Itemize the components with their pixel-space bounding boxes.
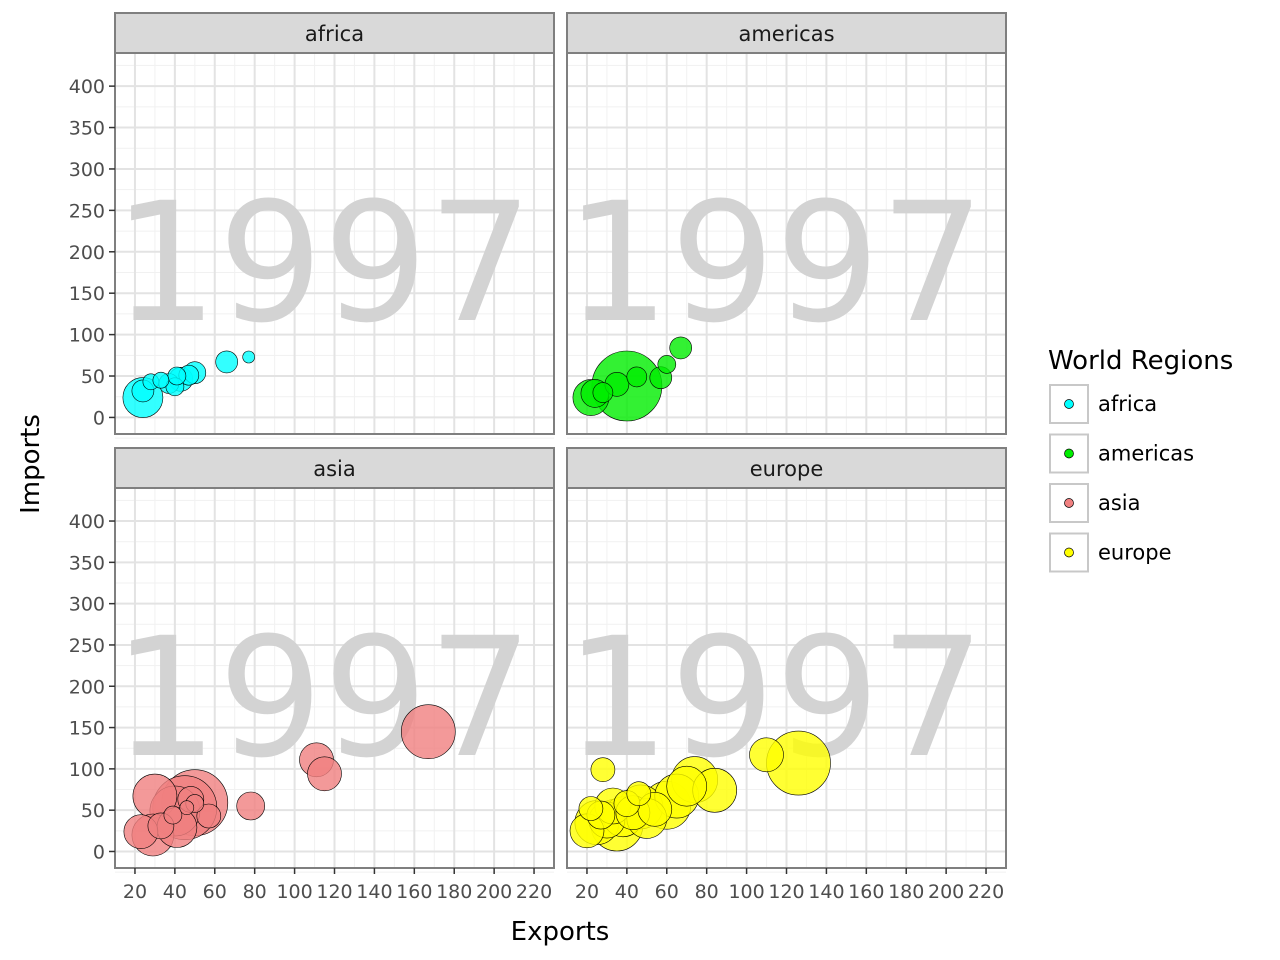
legend-title: World Regions — [1048, 346, 1233, 376]
legend-symbol — [1064, 399, 1074, 409]
legend-items: africa americas asia europe — [1049, 384, 1194, 573]
x-tick-label: 60 — [203, 881, 227, 903]
year-watermark: 1997 — [113, 167, 533, 359]
data-point — [592, 382, 614, 403]
data-point — [590, 757, 616, 783]
y-tick-label: 200 — [69, 676, 105, 698]
facet-americas: 1997 americas — [565, 12, 1007, 439]
x-tick-label: 120 — [316, 881, 352, 903]
data-point — [400, 704, 456, 760]
facet-panels: 1997africa0501001502002503003504001997am… — [69, 12, 1007, 903]
x-tick-label: 200 — [476, 881, 512, 903]
data-point — [749, 737, 784, 773]
data-point — [578, 796, 604, 821]
y-tick-label: 400 — [69, 76, 105, 98]
x-tick-label: 80 — [243, 881, 267, 903]
y-tick-label: 200 — [69, 242, 105, 264]
y-tick-label: 350 — [69, 118, 105, 140]
data-point — [666, 765, 708, 807]
y-tick-label: 400 — [69, 511, 105, 533]
facet-africa: 1997 africa 0 50 100 150 200 250 300 350 400 — [69, 12, 555, 439]
y-tick-label: 0 — [93, 407, 105, 429]
x-tick-label: 220 — [968, 881, 1004, 903]
y-tick-label: 100 — [69, 759, 105, 781]
x-tick-label: 100 — [728, 881, 764, 903]
y-axis-title: Imports — [16, 414, 46, 514]
x-tick-label: 160 — [396, 881, 432, 903]
facet-strip — [114, 12, 555, 54]
year-watermark: 1997 — [565, 167, 985, 359]
data-point — [236, 791, 265, 821]
legend-symbol — [1064, 498, 1074, 508]
data-point — [669, 336, 693, 360]
x-tick-label: 80 — [695, 881, 719, 903]
facet-strip — [566, 12, 1007, 54]
legend-symbol — [1064, 547, 1074, 558]
facet-strip-label: africa — [305, 22, 364, 46]
x-tick-label: 100 — [276, 881, 312, 903]
data-point — [196, 803, 222, 829]
x-tick-label: 120 — [768, 881, 804, 903]
y-tick-label: 0 — [93, 841, 105, 863]
data-point — [626, 366, 648, 388]
y-tick-label: 350 — [69, 552, 105, 574]
legend-label: americas — [1098, 442, 1194, 466]
data-point — [163, 805, 183, 825]
x-tick-label: 40 — [163, 881, 187, 903]
data-point — [657, 355, 677, 374]
data-point — [179, 800, 195, 816]
legend-item-asia: asia — [1049, 483, 1141, 523]
facet-strip-label: americas — [738, 22, 834, 46]
data-point — [152, 371, 170, 389]
x-tick-label: 180 — [436, 881, 472, 903]
legend-item-americas: americas — [1049, 433, 1194, 474]
facet-strip — [566, 447, 1007, 489]
legend-item-europe: europe — [1049, 532, 1172, 573]
x-tick-label: 40 — [615, 881, 639, 903]
y-tick-label: 150 — [69, 718, 105, 740]
y-tick-label: 250 — [69, 635, 105, 657]
x-tick-label: 160 — [848, 881, 884, 903]
facet-strip — [114, 447, 555, 489]
legend-label: asia — [1098, 491, 1141, 515]
x-tick-label: 20 — [575, 881, 599, 903]
legend-label: europe — [1098, 541, 1172, 565]
y-tick-label: 300 — [69, 159, 105, 181]
data-point — [215, 350, 238, 374]
data-point — [242, 350, 255, 364]
facet-strip-label: europe — [750, 457, 824, 481]
y-tick-label: 250 — [69, 200, 105, 222]
x-tick-label: 20 — [123, 881, 147, 903]
data-point — [167, 366, 187, 386]
x-tick-label: 140 — [356, 881, 392, 903]
x-tick-label: 220 — [516, 881, 552, 903]
y-tick-label: 50 — [81, 366, 105, 388]
legend-item-africa: africa — [1049, 384, 1157, 424]
y-tick-label: 300 — [69, 594, 105, 616]
legend: World Regions africa americas asia europe — [1048, 346, 1233, 573]
y-tick-label: 50 — [81, 800, 105, 822]
x-tick-label: 60 — [655, 881, 679, 903]
x-tick-label: 140 — [808, 881, 844, 903]
x-tick-label: 180 — [888, 881, 924, 903]
data-point — [307, 756, 342, 792]
facet-strip-label: asia — [313, 457, 356, 481]
legend-label: africa — [1098, 392, 1157, 416]
x-axis-title: Exports — [511, 917, 610, 947]
y-tick-label: 150 — [69, 283, 105, 305]
data-point — [626, 781, 652, 807]
y-tick-label: 100 — [69, 325, 105, 347]
x-tick-label: 200 — [928, 881, 964, 903]
legend-symbol — [1064, 448, 1074, 459]
